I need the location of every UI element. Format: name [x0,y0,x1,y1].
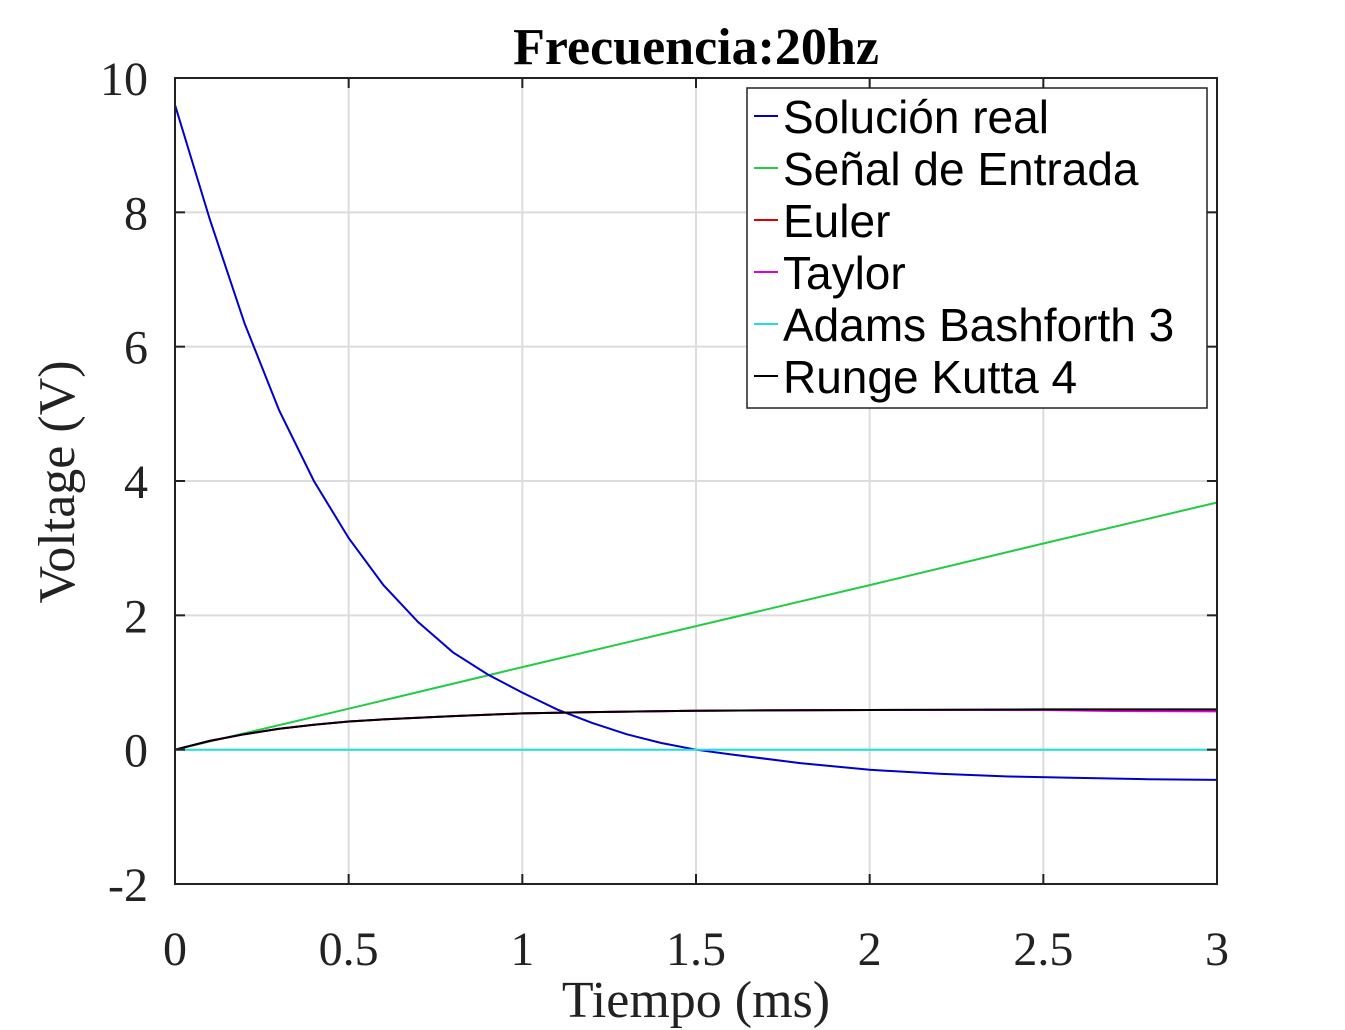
series-line-se-al-de-entrada [174,501,1218,751]
x-tick-label: 2.5 [1013,923,1073,976]
legend-label: Taylor [783,247,906,299]
x-tick-label: 0.5 [319,923,379,976]
y-axis-label: Voltage (V) [29,360,86,603]
series-line-runge-kutta-4 [174,708,1217,751]
x-tick-label: 1 [510,923,534,976]
y-tick-label: 4 [124,456,148,509]
chart-title: Frecuencia:20hz [513,19,879,76]
x-tick-label: 2 [858,923,882,976]
x-tick-label: 3 [1205,923,1229,976]
legend-label: Solución real [783,91,1049,143]
series-line-soluci-n-real [174,104,1218,781]
legend-label: Adams Bashforth 3 [783,299,1174,351]
y-tick-label: 8 [124,187,148,240]
y-tick-label: 6 [124,322,148,375]
legend-box [746,87,1208,409]
y-tick-label: 10 [100,53,148,106]
y-tick-label: 2 [124,590,148,643]
axes: 0 0.5 1 1.5 2 2.5 3 -2 0 2 4 6 8 10 [100,53,1229,976]
legend-label: Euler [783,195,890,247]
x-axis-label: Tiempo (ms) [562,972,830,1029]
legend-label: Señal de Entrada [783,143,1139,195]
x-tick-label: 1.5 [666,923,726,976]
plot-area [174,104,1218,781]
x-tick-label: 0 [163,923,187,976]
legend-label: Runge Kutta 4 [783,351,1077,403]
y-tick-label: 0 [124,725,148,778]
y-tick-label: -2 [108,859,148,912]
